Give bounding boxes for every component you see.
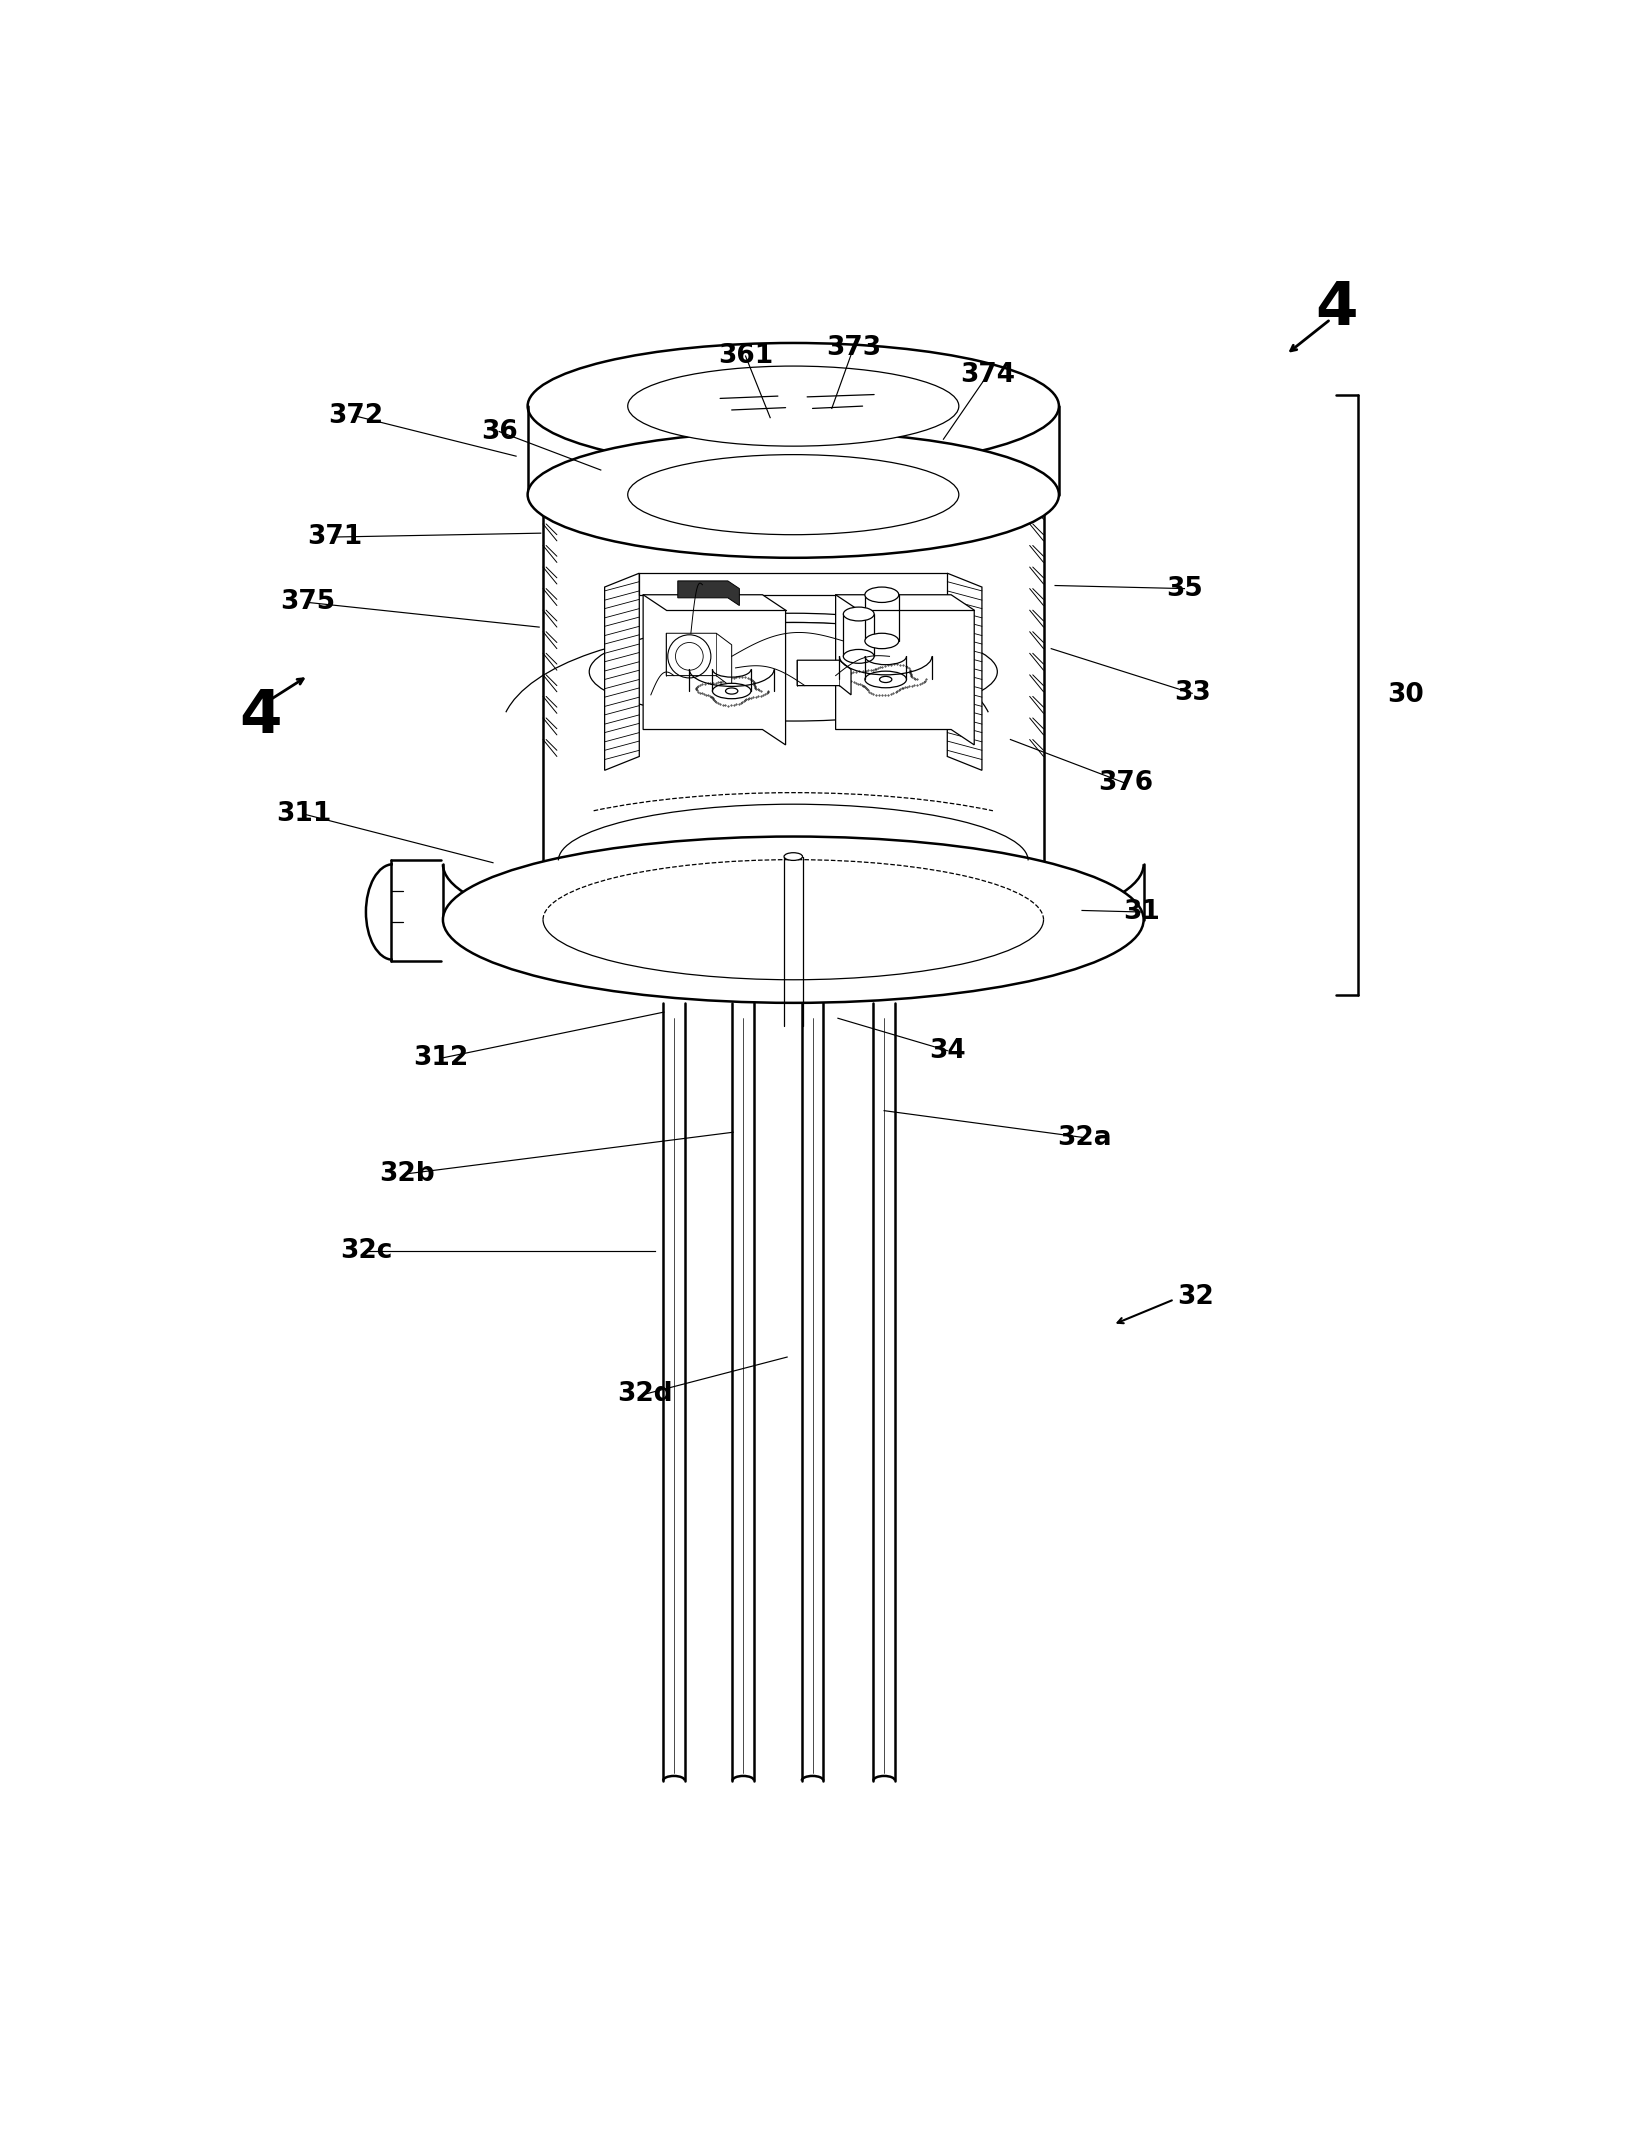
Ellipse shape [839,661,932,697]
Ellipse shape [865,634,899,648]
Text: 32c: 32c [339,1237,392,1263]
Text: 312: 312 [413,1045,468,1071]
Polygon shape [677,580,739,606]
Ellipse shape [865,672,906,687]
Polygon shape [836,595,974,744]
Ellipse shape [880,676,891,683]
Ellipse shape [589,623,997,721]
Text: 35: 35 [1167,576,1203,602]
Polygon shape [643,595,785,744]
Text: 4: 4 [1315,279,1358,337]
Ellipse shape [628,367,960,446]
Polygon shape [666,634,731,687]
Text: 361: 361 [718,343,774,369]
Ellipse shape [844,608,875,621]
Text: 32d: 32d [617,1380,674,1408]
Text: 31: 31 [1123,898,1160,926]
Text: 36: 36 [481,418,517,444]
Text: 372: 372 [328,403,384,429]
Text: 33: 33 [1173,680,1211,706]
Polygon shape [604,574,640,770]
Text: 374: 374 [960,363,1015,388]
Text: 4: 4 [240,687,282,747]
Ellipse shape [844,648,875,663]
Ellipse shape [726,689,738,693]
Ellipse shape [527,431,1059,559]
Ellipse shape [689,674,774,708]
Text: 30: 30 [1387,683,1423,708]
Text: 32a: 32a [1058,1124,1111,1150]
Ellipse shape [865,587,899,602]
Polygon shape [640,574,947,595]
Text: 32b: 32b [379,1160,434,1186]
Text: 376: 376 [1098,770,1154,796]
Polygon shape [796,661,850,695]
Text: 32: 32 [1177,1284,1214,1310]
Ellipse shape [628,454,960,535]
Polygon shape [947,574,982,770]
Text: 34: 34 [929,1037,966,1064]
Text: 373: 373 [826,335,881,360]
Text: 371: 371 [307,525,362,550]
Text: 311: 311 [277,802,331,828]
Ellipse shape [713,683,751,700]
Text: 375: 375 [281,589,336,616]
Ellipse shape [527,343,1059,469]
Ellipse shape [442,836,1144,1003]
Ellipse shape [783,853,803,860]
